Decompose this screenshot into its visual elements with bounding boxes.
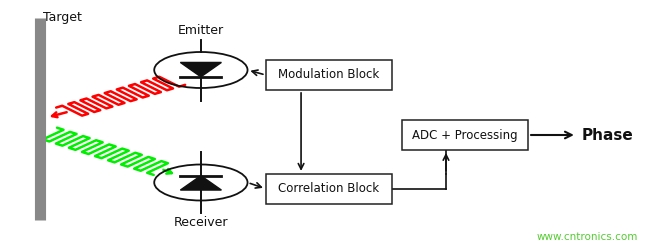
Text: www.cntronics.com: www.cntronics.com: [537, 232, 638, 242]
FancyBboxPatch shape: [266, 174, 392, 204]
Text: ADC + Processing: ADC + Processing: [412, 128, 518, 141]
Polygon shape: [180, 176, 222, 190]
Text: Correlation Block: Correlation Block: [278, 182, 380, 195]
Text: Target: Target: [43, 11, 82, 24]
Text: Modulation Block: Modulation Block: [278, 68, 380, 82]
Text: Receiver: Receiver: [174, 216, 228, 228]
Polygon shape: [180, 62, 222, 77]
FancyBboxPatch shape: [266, 60, 392, 90]
FancyBboxPatch shape: [402, 120, 528, 150]
Text: Phase: Phase: [581, 128, 633, 142]
Text: Emitter: Emitter: [178, 24, 224, 37]
